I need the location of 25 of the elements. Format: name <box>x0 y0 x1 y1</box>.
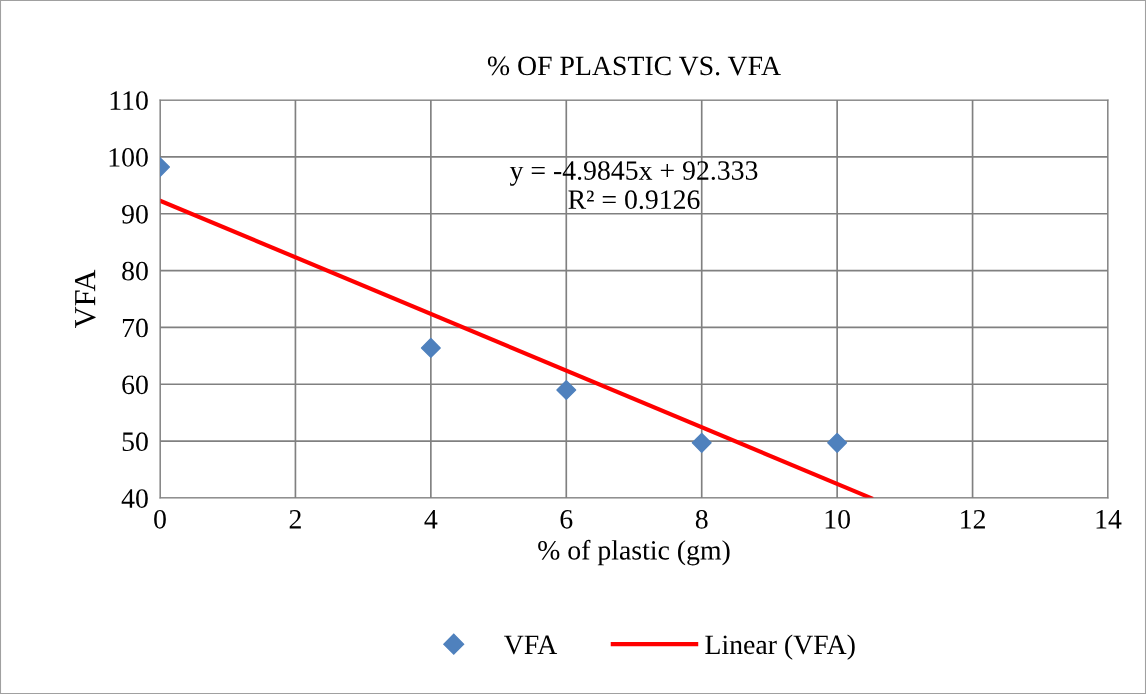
chart-title: % OF PLASTIC VS. VFA <box>487 56 781 76</box>
y-tick-label: 100 <box>109 148 148 167</box>
x-tick-label: 0 <box>154 509 166 529</box>
x-tick-label: 12 <box>961 509 985 529</box>
x-tick-label: 10 <box>825 509 850 529</box>
x-tick-label: 14 <box>1096 510 1122 529</box>
y-tick-label: 40 <box>121 489 148 508</box>
point <box>556 379 577 400</box>
y-tick-label: 60 <box>122 375 148 395</box>
y-axis-title: VFA <box>74 269 96 329</box>
legend-label: VFA <box>504 635 558 655</box>
x-tick-label: 2 <box>289 509 301 529</box>
x-tick-label: 6 <box>560 509 573 529</box>
y-tick-label: 110 <box>110 91 148 110</box>
point <box>691 432 712 453</box>
x-tick-label: 4 <box>424 510 438 529</box>
y-tick-label: 80 <box>122 261 148 281</box>
x-axis-title: % of plastic (gm) <box>538 539 730 566</box>
y-tick-label: 50 <box>122 432 148 452</box>
x-tick-label: 8 <box>695 509 708 529</box>
y-tick-label: 70 <box>122 318 148 338</box>
point <box>827 432 848 453</box>
annotation: y = -4.9845x + 92.333 R² = 0.9126 <box>509 161 758 210</box>
y-tick-label: 90 <box>122 204 148 224</box>
legend-label: Linear (VFA) <box>705 634 855 660</box>
